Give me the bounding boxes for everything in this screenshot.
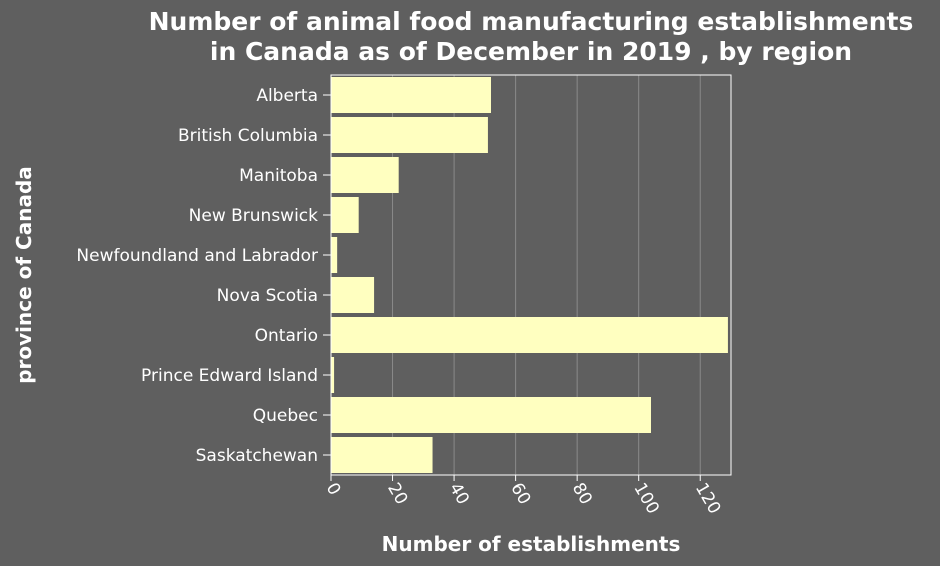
bar-quebec — [331, 397, 651, 433]
category-label-newfoundland-and-labrador: Newfoundland and Labrador — [76, 246, 318, 266]
bar-prince-edward-island — [331, 357, 335, 393]
chart-title-line-1: Number of animal food manufacturing esta… — [149, 7, 914, 36]
x-tick-label-40: 40 — [445, 480, 473, 509]
bar-new-brunswick — [331, 197, 359, 233]
x-tick-label-20: 20 — [383, 480, 411, 509]
category-label-ontario: Ontario — [255, 326, 318, 346]
bar-newfoundland-and-labrador — [331, 237, 338, 273]
category-label-quebec: Quebec — [253, 406, 318, 426]
category-label-prince-edward-island: Prince Edward Island — [141, 366, 318, 386]
x-tick-label-60: 60 — [506, 480, 534, 509]
bar-ontario — [331, 317, 728, 353]
bar-british-columbia — [331, 117, 488, 153]
x-tick-label-100: 100 — [629, 480, 663, 518]
x-tick-label-0: 0 — [322, 480, 345, 499]
category-label-new-brunswick: New Brunswick — [189, 206, 319, 226]
category-label-nova-scotia: Nova Scotia — [217, 286, 318, 306]
bar-nova-scotia — [331, 277, 375, 313]
axes — [323, 74, 732, 481]
category-label-saskatchewan: Saskatchewan — [196, 446, 318, 466]
y-axis-title: province of Canada — [12, 166, 36, 384]
x-axis-title: Number of establishments — [382, 532, 681, 556]
plot-frame — [330, 74, 732, 476]
category-label-alberta: Alberta — [256, 86, 318, 106]
category-label-manitoba: Manitoba — [239, 166, 318, 186]
bar-alberta — [331, 77, 491, 113]
bar-saskatchewan — [331, 437, 433, 473]
x-tick-label-120: 120 — [691, 480, 725, 518]
chart-title-line-2: in Canada as of December in 2019 , by re… — [210, 37, 852, 66]
bars — [331, 77, 728, 473]
axis-labels: 0 20 40 60 80 100 120 Alberta British Columbia Ma… — [76, 86, 724, 518]
category-label-british-columbia: British Columbia — [178, 126, 318, 146]
x-tick-label-80: 80 — [568, 480, 596, 509]
bar-manitoba — [331, 157, 399, 193]
